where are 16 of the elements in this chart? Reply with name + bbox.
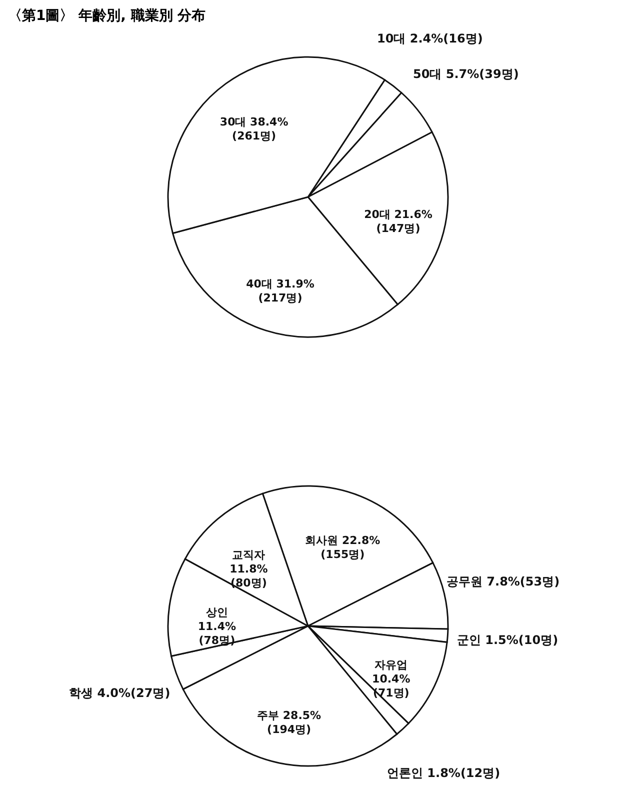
slice-label: 30대 38.4%(261명)	[220, 115, 288, 142]
slice-label: 언론인 1.8%(12명)	[386, 766, 500, 780]
slice-label: 상인	[206, 606, 228, 620]
slice-label: 교직자	[232, 548, 266, 562]
slice-label: 군인 1.5%(10명)	[456, 632, 558, 647]
slice-label: 10대 2.4%(16명)	[376, 31, 483, 46]
slice-label: 학생 4.0%(27명)	[69, 686, 170, 700]
slice-label: 40대 31.9%(217명)	[246, 278, 314, 305]
slice-label: 회사원 22.8%(155명)	[305, 534, 380, 561]
slice-label: 50대 5.7%(39명)	[412, 67, 519, 82]
chart-title: 〈第1圖〉 年齡別, 職業別 分布	[8, 6, 206, 24]
slice-label: 주부 28.5%(194명)	[257, 709, 322, 736]
slice-label: 공무원 7.8%(53명)	[446, 574, 560, 589]
slice-label: 자유업	[374, 658, 408, 672]
slice-label: 20대 21.6%(147명)	[364, 208, 432, 235]
data-label: 11.8%(80명)	[230, 562, 268, 590]
